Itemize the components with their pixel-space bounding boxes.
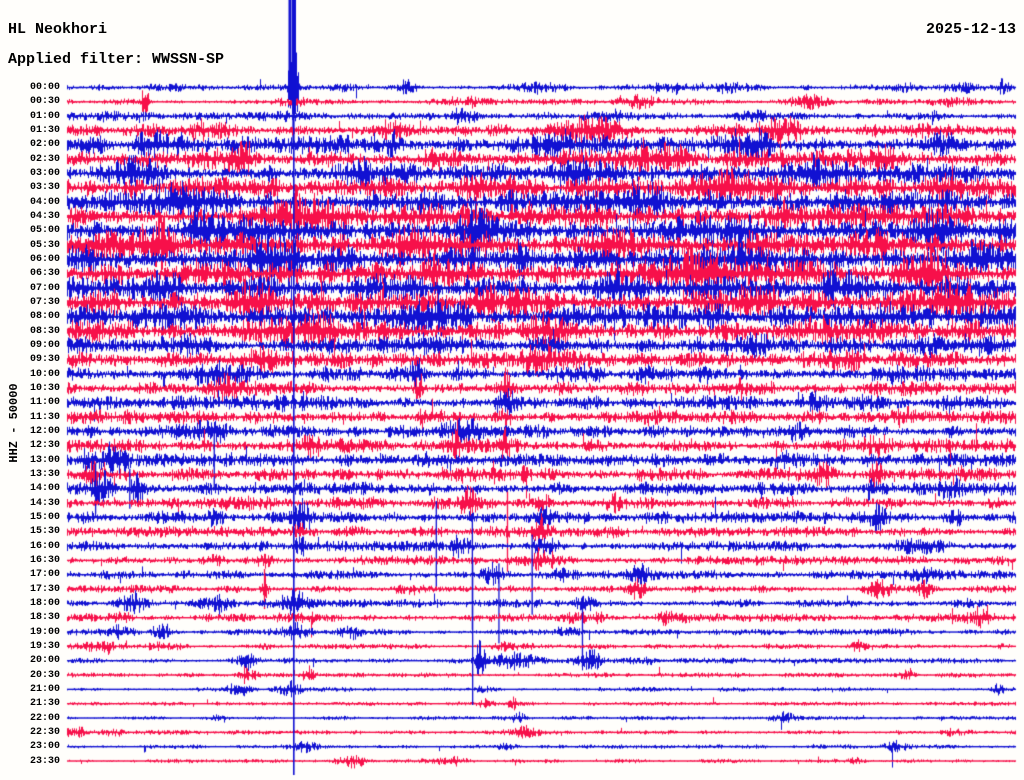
time-label: 20:00 <box>29 655 60 667</box>
time-label: 22:00 <box>29 712 60 724</box>
time-label: 06:00 <box>29 253 60 265</box>
time-label: 06:30 <box>29 268 60 280</box>
plot-date: 2025-12-13 <box>925 21 1016 38</box>
time-label: 16:30 <box>29 554 60 566</box>
time-label: 04:00 <box>29 196 60 208</box>
time-label: 16:00 <box>29 540 60 552</box>
time-label: 19:00 <box>29 626 60 638</box>
time-label: 07:00 <box>29 282 60 294</box>
time-label: 13:00 <box>29 454 60 466</box>
time-label: 03:00 <box>29 167 60 179</box>
time-label: 21:00 <box>29 683 60 695</box>
time-label: 00:30 <box>29 96 60 108</box>
time-label: 14:30 <box>29 497 60 509</box>
time-label: 11:30 <box>29 411 60 423</box>
time-label: 09:30 <box>29 354 60 366</box>
time-label: 22:30 <box>29 726 60 738</box>
time-label: 10:30 <box>29 382 60 394</box>
time-label: 13:30 <box>29 468 60 480</box>
time-label: 03:30 <box>29 182 60 194</box>
time-label-column: 00:00 00:30 01:00 01:30 02:00 02:30 03:00 03:30… <box>0 0 62 780</box>
time-label: 08:00 <box>29 311 60 323</box>
time-label: 01:00 <box>29 110 60 122</box>
time-label: 15:00 <box>29 511 60 523</box>
time-label: 15:30 <box>29 526 60 538</box>
time-label: 20:30 <box>29 669 60 681</box>
time-label: 12:30 <box>29 440 60 452</box>
time-label: 04:30 <box>29 210 60 222</box>
time-label: 14:00 <box>29 483 60 495</box>
time-label: 23:00 <box>29 741 60 753</box>
time-label: 11:00 <box>29 397 60 409</box>
time-label: 08:30 <box>29 325 60 337</box>
time-label: 17:30 <box>29 583 60 595</box>
time-label: 02:00 <box>29 139 60 151</box>
time-label: 19:30 <box>29 640 60 652</box>
time-label: 05:00 <box>29 225 60 237</box>
time-label: 21:30 <box>29 698 60 710</box>
station-name: HL Neokhori <box>8 21 108 38</box>
time-label: 02:30 <box>29 153 60 165</box>
time-label: 09:00 <box>29 339 60 351</box>
time-label: 01:30 <box>29 124 60 136</box>
time-label: 00:00 <box>29 82 60 93</box>
time-label: 07:30 <box>29 296 60 308</box>
time-label: 18:30 <box>29 612 60 624</box>
filter-label: Applied filter: WWSSN-SP <box>8 51 225 68</box>
time-label: 18:00 <box>29 597 60 609</box>
time-label: 23:30 <box>29 755 60 767</box>
time-label: 10:00 <box>29 368 60 380</box>
time-label: 05:30 <box>29 239 60 251</box>
time-label: 17:00 <box>29 569 60 581</box>
time-label: 12:00 <box>29 425 60 437</box>
